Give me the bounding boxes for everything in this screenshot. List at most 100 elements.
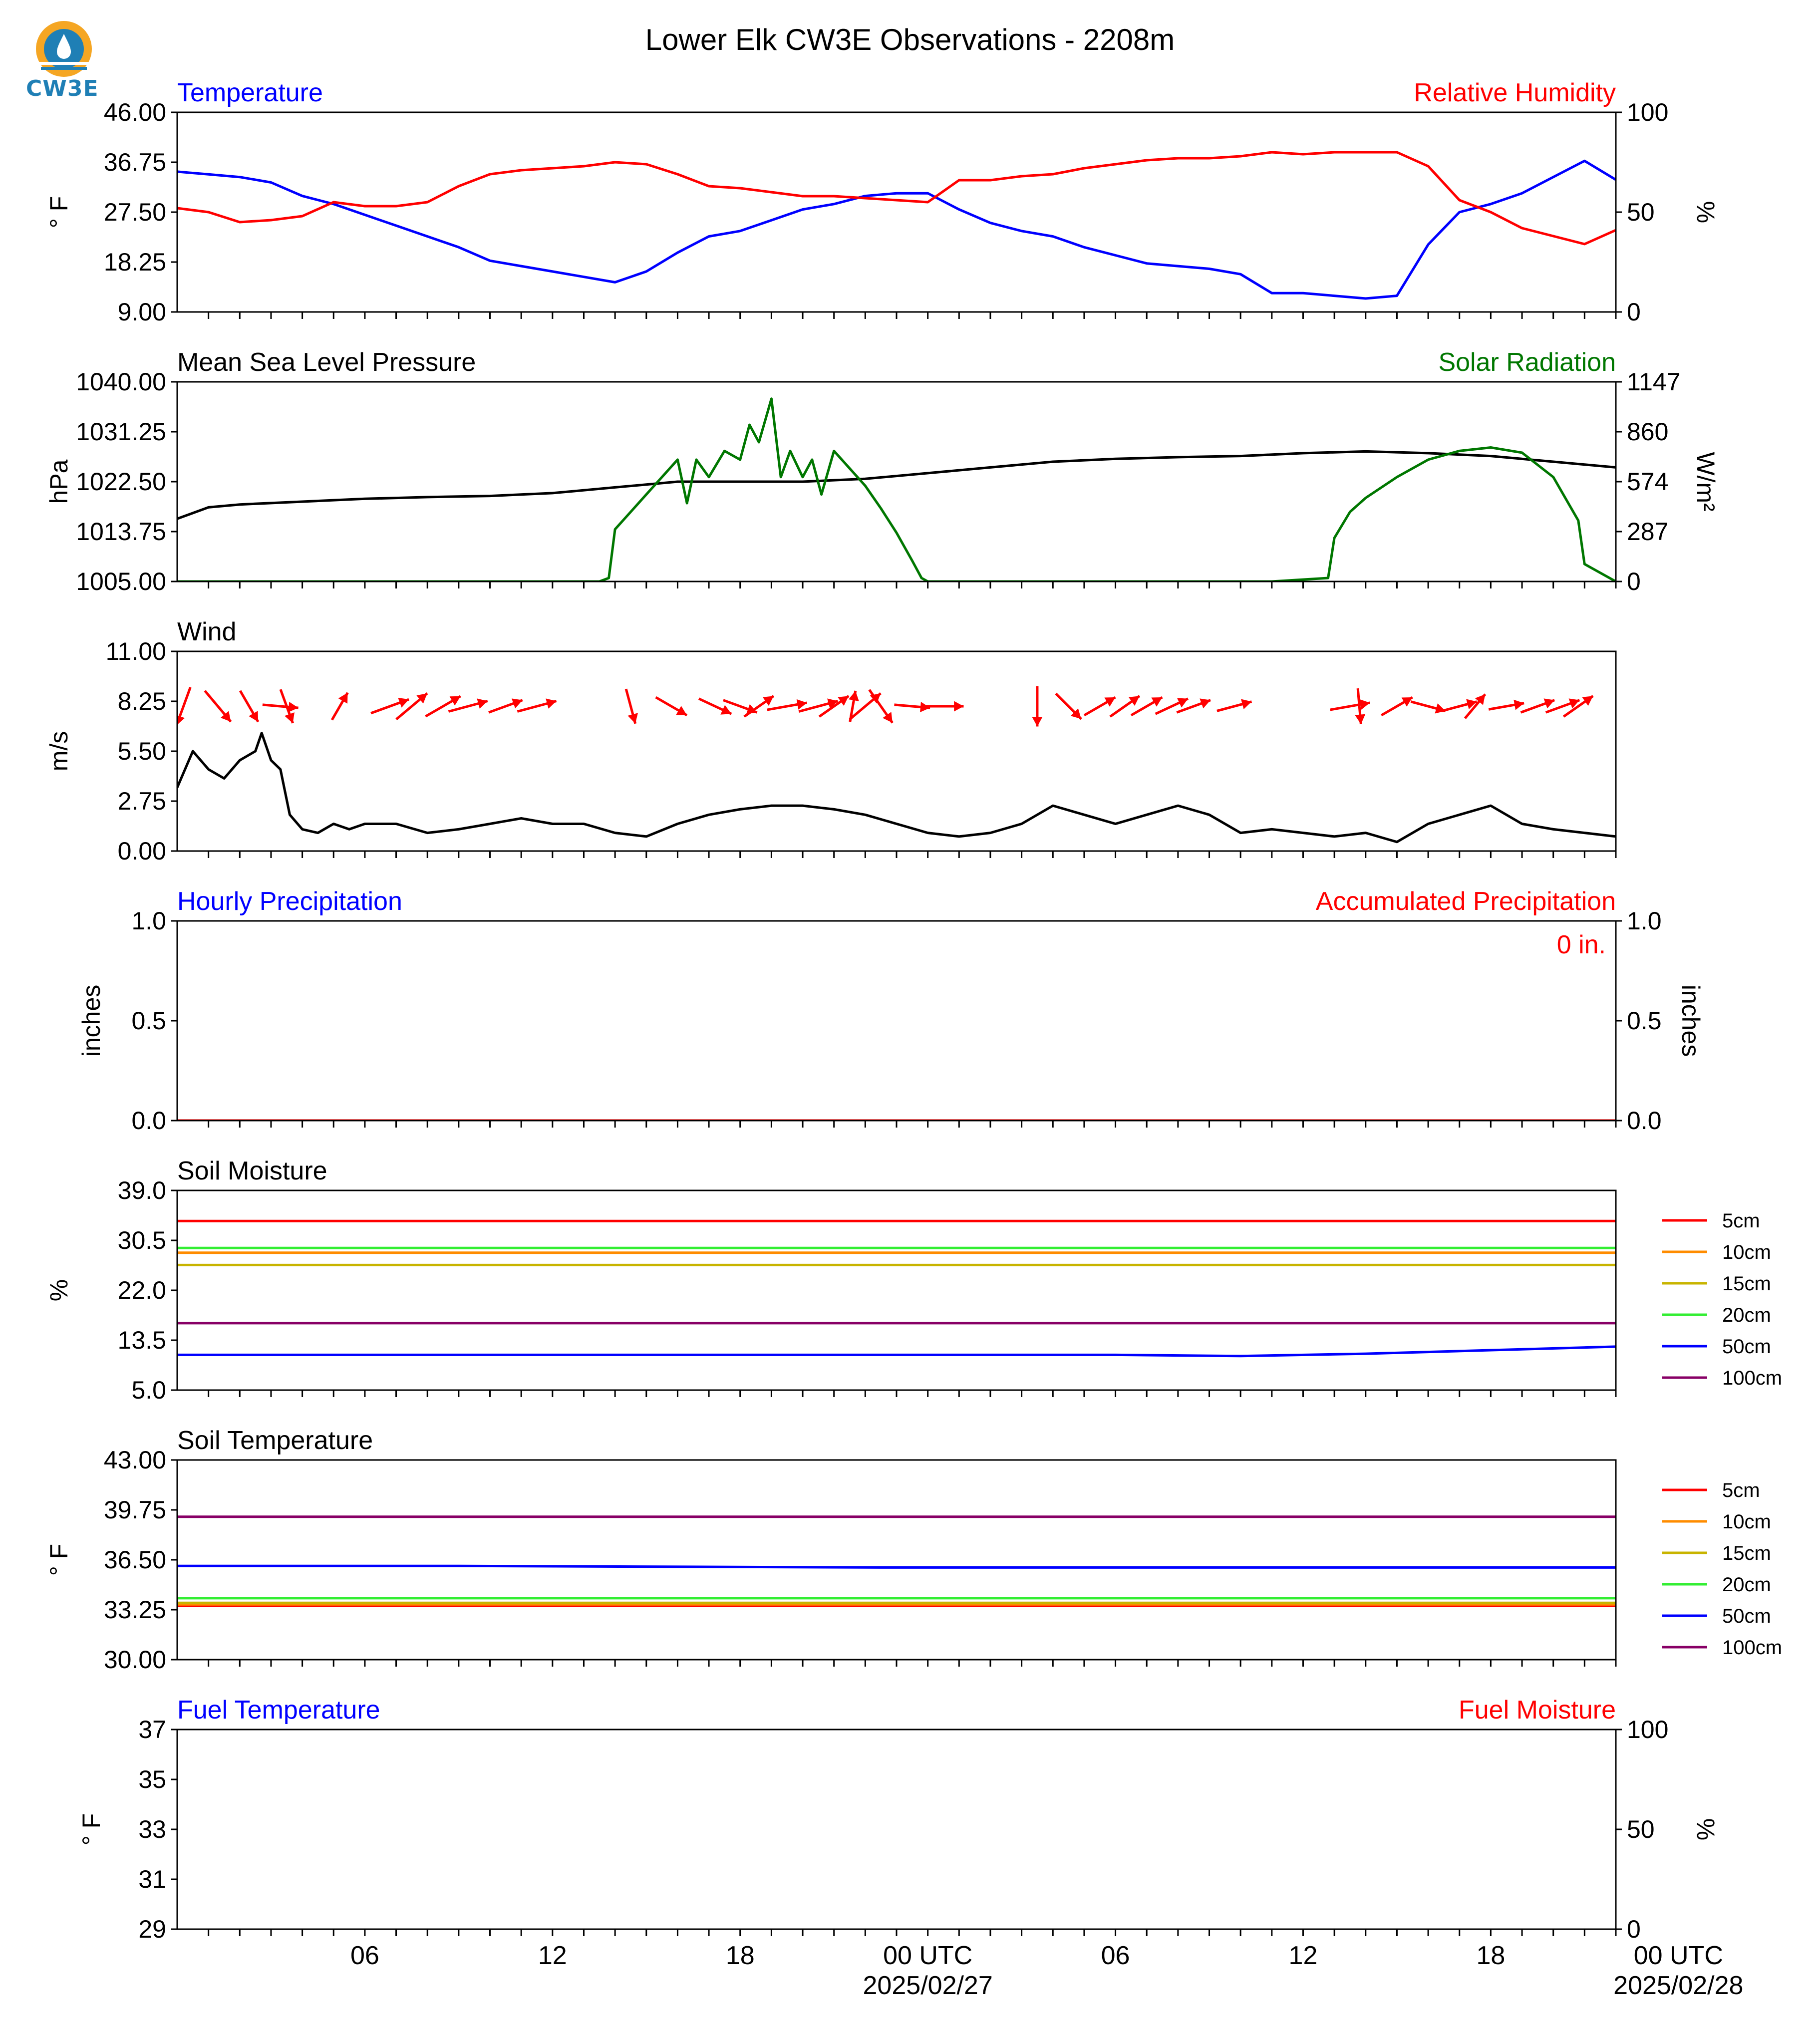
legend-label: 100cm (1722, 1367, 1782, 1389)
y-tick-label: 2.75 (118, 787, 166, 815)
wind-arrow-head (546, 698, 557, 709)
wind-arrow-head (1543, 698, 1555, 709)
wind-arrow (1488, 699, 1524, 711)
wind-arrow-head (220, 711, 231, 722)
y-tick-label: 11.00 (106, 637, 166, 665)
wind-arrow (698, 697, 732, 715)
panel-frame (176, 1189, 1617, 1391)
legend-label: 100cm (1722, 1637, 1782, 1659)
panel-2: Mean Sea Level Pressure Solar Radiation 10… (45, 348, 1720, 595)
y-tick-label: 1013.75 (76, 518, 166, 546)
wind-arrow-head (398, 697, 409, 708)
y-tick-label: 27.50 (104, 198, 166, 226)
y-tick-label: 36.50 (104, 1546, 166, 1574)
series-line-50cm (177, 1345, 1616, 1358)
panel-frame (176, 1459, 1617, 1661)
panel-4: Hourly Precipitation Accumulated Precipit… (77, 887, 1705, 1135)
y-tick-label: 22.0 (118, 1276, 166, 1304)
y-tick-label: 1005.00 (76, 568, 166, 595)
legend-label: 5cm (1722, 1210, 1760, 1232)
panel-title-right: Fuel Moisture (1459, 1696, 1616, 1725)
wind-arrow (177, 687, 192, 726)
wind-arrow (1520, 698, 1555, 714)
wind-arrow-head (796, 699, 807, 710)
series-line-solar-radiation (177, 397, 1616, 581)
y-axis-label-right: inches (1677, 985, 1705, 1057)
series-group (177, 1515, 1616, 1607)
wind-arrow (1464, 693, 1487, 719)
wind-arrow (767, 699, 808, 711)
legend-label: 15cm (1722, 1542, 1771, 1564)
series-group (177, 1219, 1616, 1358)
wind-arrow (1330, 699, 1370, 711)
series-line-wind (177, 732, 1616, 844)
wind-arrow-head (1241, 699, 1252, 709)
y-tick-label: 43.00 (104, 1446, 166, 1474)
y-tick-label-right: 0.0 (1627, 1107, 1662, 1135)
y-tick-label-right: 287 (1627, 518, 1668, 546)
x-tick-label: 12 (1289, 1941, 1318, 1970)
panel-title-left: Soil Temperature (177, 1426, 373, 1455)
x-date-label: 2025/02/28 (1613, 1971, 1743, 2000)
y-tick-label: 9.00 (118, 298, 166, 326)
y-tick-label: 46.00 (104, 98, 166, 126)
y-axis-label: ° F (45, 196, 73, 228)
wind-arrow-head (762, 696, 774, 706)
wind-arrow-head (288, 701, 299, 712)
y-tick-label: 35 (138, 1765, 166, 1793)
y-tick-label: 18.25 (104, 248, 166, 276)
wind-arrow-head (1475, 694, 1486, 705)
wind-arrow-head (838, 696, 849, 706)
y-tick-label: 13.5 (118, 1326, 166, 1354)
wind-arrow (1083, 696, 1116, 717)
wind-arrow (1109, 695, 1141, 718)
y-tick-label-right: 50 (1627, 198, 1655, 226)
logo-text: CW3E (26, 76, 99, 101)
x-tick-label: 00 UTC (883, 1941, 972, 1970)
panel-title-left: Fuel Temperature (177, 1696, 380, 1725)
wind-arrow (1410, 700, 1446, 714)
wind-arrow-head (627, 713, 638, 724)
y-tick-label: 33.25 (104, 1596, 166, 1624)
panel-frame (176, 650, 1617, 852)
wind-arrow (204, 690, 232, 723)
y-tick-label: 36.75 (104, 148, 166, 176)
y-tick-label: 29 (138, 1915, 166, 1943)
panel-title-left: Mean Sea Level Pressure (177, 348, 476, 377)
wind-arrow-head (1070, 708, 1082, 719)
panel-title-right: Relative Humidity (1414, 78, 1616, 107)
panel-frame (176, 111, 1617, 313)
y-tick-label: 39.0 (118, 1176, 166, 1204)
wind-arrow (1055, 692, 1082, 720)
wind-arrow-head (1568, 698, 1580, 709)
y-tick-label: 5.50 (118, 737, 166, 765)
wind-arrow-head (177, 715, 185, 725)
x-tick-label: 12 (538, 1941, 567, 1970)
panel-6: Soil Temperature 30.00 33.25 36.50 39.75 43.0… (45, 1426, 1617, 1674)
panel-title-left: Wind (177, 617, 236, 646)
panel-7: Fuel Temperature Fuel Moisture 29 31 33 35 37 0… (77, 1696, 1720, 1943)
y-axis-label: ° F (45, 1544, 73, 1576)
wind-arrow-head (249, 711, 259, 722)
y-tick-label-right: 860 (1627, 418, 1668, 446)
y-tick-label: 1031.25 (76, 418, 166, 446)
wind-arrow-head (1435, 703, 1446, 714)
cw3e-logo-graphic (36, 21, 92, 77)
wind-arrow (655, 696, 688, 717)
wind-arrow-head (1200, 698, 1211, 709)
wind-arrow-head (1514, 699, 1524, 710)
wind-arrow-head (720, 705, 732, 715)
panels: Temperature Relative Humidity 9.00 18.25 27.… (45, 78, 1782, 2000)
wind-arrow-head (1128, 696, 1140, 706)
wind-arrow (743, 695, 775, 718)
wind-arrow-head (477, 698, 488, 709)
precip-total-label: 0 in. (1557, 930, 1606, 959)
wind-arrow (1442, 699, 1478, 712)
wind-arrow-head (416, 693, 427, 704)
wind-arrow (425, 695, 461, 718)
wind-arrow-head (285, 712, 295, 723)
wind-arrow-head (1355, 714, 1366, 724)
y-tick-label: 8.25 (118, 687, 166, 715)
y-tick-label: 1.0 (131, 907, 166, 935)
wind-arrow (448, 698, 488, 713)
